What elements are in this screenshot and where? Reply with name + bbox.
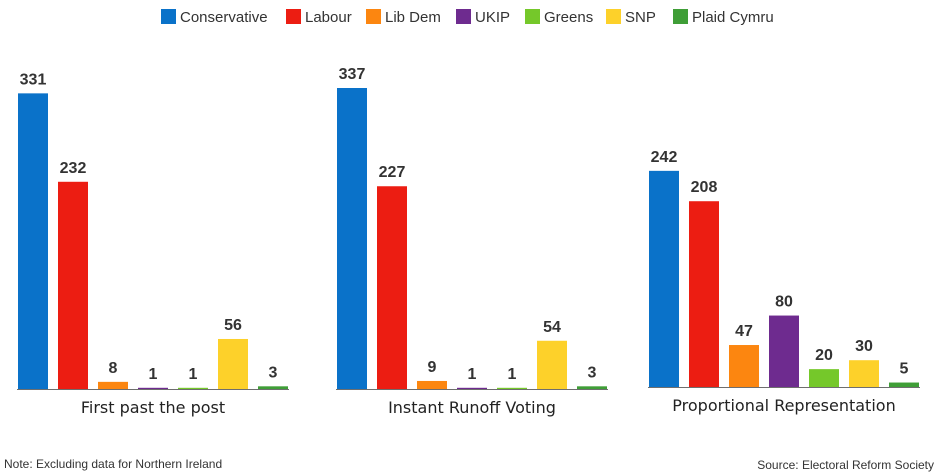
- bar-labour: [377, 186, 407, 389]
- value-label-ukip: 1: [149, 366, 158, 383]
- legend-label-ukip: UKIP: [475, 9, 510, 26]
- chart-panels: 331 232 8 1 1 56 3 First past the post 337 227 9 1 1…: [17, 66, 920, 417]
- legend-swatch-lib-dem: [366, 9, 381, 24]
- bar-snp: [218, 338, 248, 389]
- value-label-labour: 208: [691, 179, 718, 196]
- legend-swatch-greens: [525, 9, 540, 24]
- panel-first-past-the-post: 331 232 8 1 1 56 3 First past the post: [17, 71, 289, 417]
- legend-label-conservative: Conservative: [180, 9, 268, 26]
- legend-swatch-snp: [606, 9, 621, 24]
- footnote-source: Source: Electoral Reform Society: [757, 458, 934, 472]
- legend-item-labour: Labour: [286, 9, 352, 26]
- bar-conservative: [337, 88, 367, 389]
- bar-greens: [178, 387, 208, 389]
- panel-label: First past the post: [81, 398, 225, 417]
- legend-item-ukip: UKIP: [456, 9, 510, 26]
- value-label-greens: 1: [508, 366, 517, 383]
- bar-labour: [689, 201, 719, 387]
- bar-conservative: [649, 170, 679, 387]
- value-label-lib-dem: 47: [735, 323, 753, 340]
- legend-item-conservative: Conservative: [161, 9, 268, 26]
- legend-swatch-labour: [286, 9, 301, 24]
- value-label-conservative: 242: [651, 149, 678, 166]
- legend-item-snp: SNP: [606, 9, 656, 26]
- value-label-snp: 56: [224, 317, 242, 334]
- panel-instant-runoff-voting: 337 227 9 1 1 54 3 Instant Runoff Voting: [336, 66, 608, 417]
- bar-lib-dem: [98, 381, 128, 389]
- legend-item-plaid-cymru: Plaid Cymru: [673, 9, 774, 26]
- value-label-snp: 54: [543, 319, 561, 336]
- bar-plaid-cymru: [258, 386, 288, 389]
- legend-swatch-ukip: [456, 9, 471, 24]
- legend-item-lib-dem: Lib Dem: [366, 9, 441, 26]
- legend-swatch-plaid-cymru: [673, 9, 688, 24]
- value-label-greens: 1: [189, 366, 198, 383]
- value-label-lib-dem: 9: [428, 359, 437, 376]
- legend-label-lib-dem: Lib Dem: [385, 9, 441, 26]
- value-label-plaid-cymru: 5: [900, 361, 909, 378]
- bar-greens: [809, 369, 839, 387]
- legend-label-greens: Greens: [544, 9, 593, 26]
- legend-label-labour: Labour: [305, 9, 352, 26]
- bar-snp: [537, 340, 567, 389]
- value-label-conservative: 337: [339, 66, 366, 83]
- bar-lib-dem: [729, 345, 759, 387]
- panel-proportional-representation: 242 208 47 80 20 30 5 Proportional Representati…: [648, 149, 920, 415]
- value-label-lib-dem: 8: [109, 360, 118, 377]
- bar-lib-dem: [417, 380, 447, 389]
- bar-plaid-cymru: [889, 382, 919, 387]
- bar-plaid-cymru: [577, 386, 607, 389]
- value-label-labour: 227: [379, 164, 406, 181]
- value-label-greens: 20: [815, 347, 833, 364]
- legend-swatch-conservative: [161, 9, 176, 24]
- bar-ukip: [769, 315, 799, 387]
- footnote-note: Note: Excluding data for Northern Irelan…: [4, 457, 223, 471]
- panel-label: Instant Runoff Voting: [388, 398, 556, 417]
- value-label-labour: 232: [60, 160, 87, 177]
- bar-labour: [58, 181, 88, 389]
- value-label-snp: 30: [855, 338, 873, 355]
- legend-label-plaid-cymru: Plaid Cymru: [692, 9, 774, 26]
- value-label-plaid-cymru: 3: [269, 364, 278, 381]
- value-label-plaid-cymru: 3: [588, 364, 597, 381]
- value-label-ukip: 1: [468, 366, 477, 383]
- bar-greens: [497, 387, 527, 389]
- value-label-ukip: 80: [775, 294, 793, 311]
- bar-conservative: [18, 93, 48, 390]
- legend-item-greens: Greens: [525, 9, 593, 26]
- legend: Conservative Labour Lib Dem UKIP Greens SNP Pl…: [161, 9, 774, 26]
- panel-label: Proportional Representation: [672, 396, 895, 415]
- legend-label-snp: SNP: [625, 9, 656, 26]
- bar-snp: [849, 360, 879, 387]
- value-label-conservative: 331: [20, 71, 47, 88]
- bar-ukip: [457, 387, 487, 389]
- bar-ukip: [138, 387, 168, 389]
